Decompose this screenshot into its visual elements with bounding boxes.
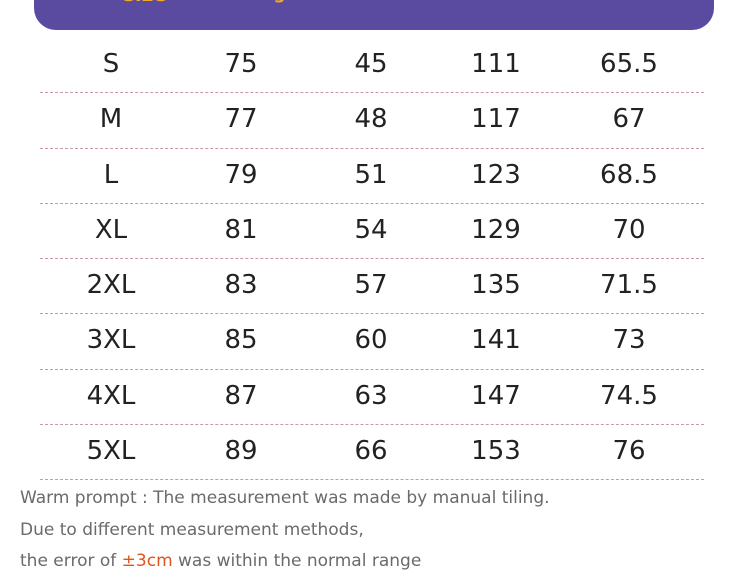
table-row: 5XL 89 66 153 76 bbox=[0, 425, 750, 481]
cell-chest: 147 bbox=[471, 380, 521, 411]
header-shoulder: shoulder bbox=[363, 0, 447, 4]
cell-sleeve: 76 bbox=[612, 436, 646, 467]
size-table: S 75 45 111 65.5 M 77 48 117 67 L 79 51 … bbox=[0, 38, 750, 481]
cell-sleeve: 74.5 bbox=[600, 380, 658, 411]
cell-length: 87 bbox=[224, 380, 258, 411]
cell-sleeve: 65.5 bbox=[600, 49, 658, 79]
cell-shoulder: 54 bbox=[354, 214, 388, 245]
header-length: length bbox=[244, 0, 306, 4]
cell-size: 5XL bbox=[86, 436, 136, 467]
cell-shoulder: 60 bbox=[354, 325, 388, 356]
cell-shoulder: 45 bbox=[354, 49, 388, 79]
cell-chest: 129 bbox=[471, 214, 521, 245]
header-sleeve: sleeve bbox=[624, 0, 686, 4]
note-line-3-prefix: the error of bbox=[20, 551, 122, 571]
cell-length: 77 bbox=[224, 104, 258, 135]
table-row: M 77 48 117 67 bbox=[0, 93, 750, 149]
cell-length: 85 bbox=[224, 325, 258, 356]
note-line-3-suffix: was within the normal range bbox=[172, 551, 422, 571]
cell-shoulder: 66 bbox=[354, 436, 388, 467]
cell-length: 75 bbox=[224, 49, 258, 79]
table-row: S 75 45 111 65.5 bbox=[0, 38, 750, 94]
cell-chest: 141 bbox=[471, 325, 521, 356]
cell-chest: 135 bbox=[471, 270, 521, 301]
cell-sleeve: 73 bbox=[612, 325, 646, 356]
table-row: L 79 51 123 68.5 bbox=[0, 149, 750, 205]
cell-sleeve: 70 bbox=[612, 214, 646, 245]
cell-sleeve: 71.5 bbox=[600, 270, 658, 301]
cell-shoulder: 63 bbox=[354, 380, 388, 411]
cell-chest: 153 bbox=[471, 436, 521, 467]
cell-length: 81 bbox=[224, 214, 258, 245]
table-row: 4XL 87 63 147 74.5 bbox=[0, 370, 750, 426]
cell-length: 89 bbox=[224, 436, 258, 467]
cell-sleeve: 68.5 bbox=[600, 159, 658, 190]
cell-chest: 111 bbox=[471, 49, 521, 79]
header-size: size bbox=[123, 0, 167, 6]
note-line-1: Warm prompt : The measurement was made b… bbox=[20, 488, 550, 508]
table-row: 2XL 83 57 135 71.5 bbox=[0, 259, 750, 315]
cell-size: M bbox=[99, 104, 123, 135]
cell-shoulder: 51 bbox=[354, 159, 388, 190]
error-tolerance: ±3cm bbox=[121, 551, 173, 571]
table-row: XL 81 54 129 70 bbox=[0, 204, 750, 260]
cell-size: L bbox=[103, 159, 119, 190]
cell-size: 3XL bbox=[86, 325, 136, 356]
cell-size: 4XL bbox=[86, 380, 136, 411]
cell-size: 2XL bbox=[86, 270, 136, 301]
cell-chest: 117 bbox=[471, 104, 521, 135]
measurement-notes: Warm prompt : The measurement was made b… bbox=[20, 486, 550, 581]
cell-length: 79 bbox=[224, 159, 258, 190]
cell-chest: 123 bbox=[471, 159, 521, 190]
note-line-3: the error of ±3cm was within the normal … bbox=[20, 549, 550, 581]
table-header: size length shoulder chest sleeve bbox=[34, 0, 714, 30]
note-line-2: Due to different measurement methods, bbox=[20, 519, 364, 540]
cell-shoulder: 48 bbox=[354, 104, 388, 135]
header-chest: chest bbox=[502, 0, 554, 4]
cell-sleeve: 67 bbox=[612, 104, 646, 135]
cell-size: S bbox=[102, 49, 120, 79]
cell-shoulder: 57 bbox=[354, 270, 388, 301]
cell-size: XL bbox=[94, 214, 128, 245]
table-row: 3XL 85 60 141 73 bbox=[0, 314, 750, 371]
cell-length: 83 bbox=[224, 270, 258, 301]
